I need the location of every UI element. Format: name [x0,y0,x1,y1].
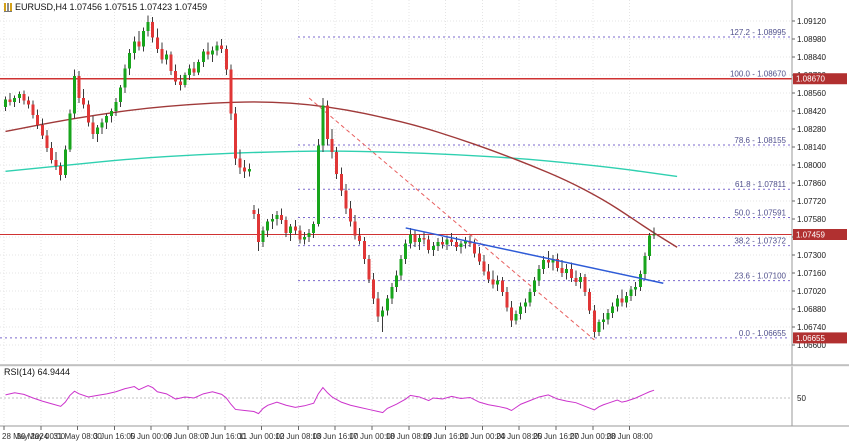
candlestick-series [4,15,656,338]
price-axis-label: 1.08980 [797,35,826,44]
price-axis-label: 1.07860 [797,179,826,188]
price-tag [793,332,847,344]
price-tag-text: 1.06655 [796,334,825,343]
symbol-ohlc-label: EURUSD,H4 1.07456 1.07515 1.07423 1.0745… [4,2,207,12]
fib-level-label: 78.6 - 1.08155 [734,136,786,145]
price-tag [793,73,847,85]
price-axis-label: 1.07020 [797,287,826,296]
price-axis-label: 1.08000 [797,161,826,170]
rsi-line [5,384,655,415]
price-axis-label: 1.09120 [797,17,826,26]
price-axis-label: 1.08420 [797,107,826,116]
time-axis-label: 30 May 00:00 [17,432,66,441]
time-axis-label: 25 Jun 16:00 [533,432,580,441]
fib-baseline[interactable] [308,97,595,341]
time-axis-label: 31 May 08:00 [53,432,102,441]
time-axis-label: 27 Jun 00:00 [570,432,617,441]
time-axis-label: 13 Jun 16:00 [312,432,359,441]
price-axis-label: 1.06740 [797,323,826,332]
time-axis-label: 3 Jun 16:00 [93,432,135,441]
price-axis-label: 1.07160 [797,269,826,278]
price-axis-label: 1.06600 [797,341,826,350]
time-axis-label: 5 Jun 00:00 [130,432,172,441]
price-tag-text: 1.07459 [796,230,825,239]
trendline-blue[interactable] [405,227,664,284]
time-axis-label: 21 Jun 00:00 [459,432,506,441]
rsi-indicator-label: RSI(14) 64.9444 [4,367,71,377]
time-axis-label: 12 Jun 08:00 [275,432,322,441]
price-axis[interactable]: 1.091201.089801.088401.087001.085601.084… [792,17,847,350]
price-axis-label: 1.07580 [797,215,826,224]
price-axis-label: 1.08840 [797,53,826,62]
axis-frame [0,0,849,427]
symbol-ohlc-text: EURUSD,H4 1.07456 1.07515 1.07423 1.0745… [15,2,208,12]
ma-slow-line [5,101,678,248]
time-axis-label: 28 May 2024 [2,432,49,441]
fib-level-label: 61.8 - 1.07811 [735,180,787,189]
rsi-level-label: 50 [797,394,806,403]
fib-level-label: 38.2 - 1.07372 [734,237,786,246]
fibonacci-retracement[interactable]: 127.2 - 1.08995 100.0 - 1.08670 78.6 - 1.0… [0,28,790,341]
moving-averages [5,101,678,248]
fib-level-label: 100.0 - 1.08670 [730,70,787,79]
time-axis-label: 17 Jun 00:00 [349,432,396,441]
price-tag [793,228,847,240]
rsi-panel[interactable]: 50 [0,384,806,415]
time-axis-label: 19 Jun 16:00 [422,432,469,441]
price-tag-text: 1.08670 [796,75,825,84]
price-axis-label: 1.07300 [797,251,826,260]
time-axis-label: 28 Jun 08:00 [606,432,653,441]
price-axis-label: 1.08140 [797,143,826,152]
time-axis-label: 11 Jun 00:00 [239,432,285,441]
fib-level-label: 127.2 - 1.08995 [730,28,787,37]
price-axis-label: 1.07720 [797,197,826,206]
horizontal-lines[interactable] [0,78,792,236]
price-axis-label: 1.08280 [797,125,826,134]
chart-icon [4,2,12,12]
time-axis-label: 7 Jun 16:00 [204,432,246,441]
price-axis-label: 1.08560 [797,89,826,98]
fib-level-label: 23.6 - 1.07100 [734,272,786,281]
price-axis-label: 1.06880 [797,305,826,314]
fib-level-label: 50.0 - 1.07591 [734,209,786,218]
ma-fast-line [5,150,678,178]
time-axis-label: 6 Jun 08:00 [167,432,209,441]
time-axis-label: 18 Jun 08:00 [386,432,433,441]
time-axis-label: 24 Jun 08:00 [496,432,543,441]
fib-level-label: 0.0 - 1.06655 [739,329,787,338]
